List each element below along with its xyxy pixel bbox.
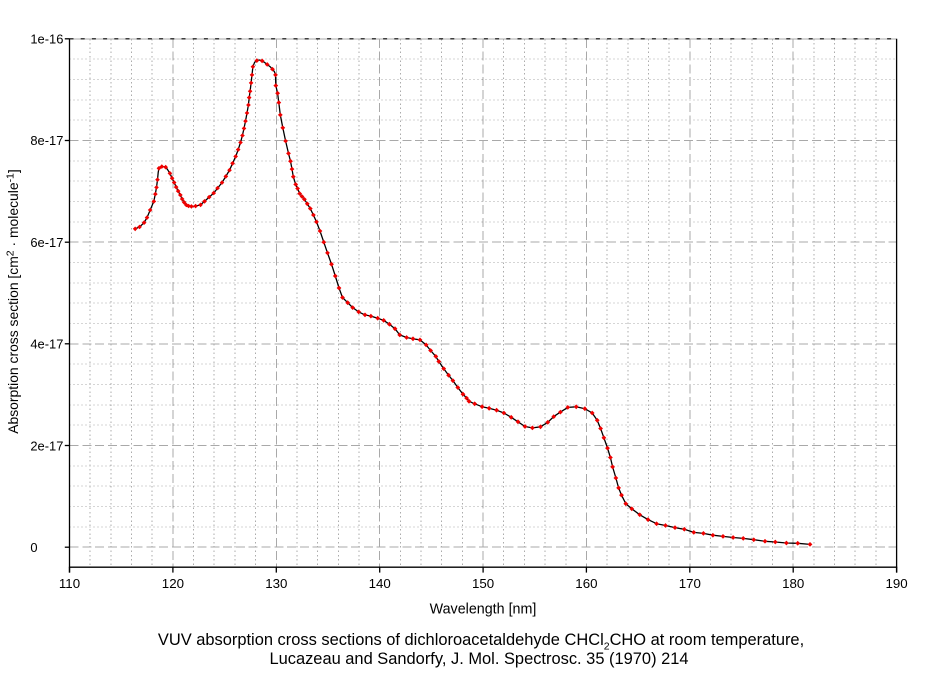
svg-text:150: 150 (472, 576, 494, 591)
svg-text:180: 180 (782, 576, 804, 591)
svg-text:110: 110 (59, 576, 80, 591)
svg-text:130: 130 (265, 576, 287, 591)
svg-text:140: 140 (369, 576, 391, 591)
svg-text:6e-17: 6e-17 (30, 235, 63, 250)
svg-text:0: 0 (30, 540, 37, 555)
svg-text:120: 120 (162, 576, 184, 591)
svg-text:Absorption cross section [cm2: Absorption cross section [cm2 · molecule… (4, 169, 21, 434)
svg-text:Lucazeau and Sandorfy, J. Mol.: Lucazeau and Sandorfy, J. Mol. Spectrosc… (269, 650, 688, 668)
svg-text:Wavelength [nm]: Wavelength [nm] (430, 602, 537, 618)
svg-text:2e-17: 2e-17 (30, 438, 63, 453)
svg-text:170: 170 (679, 576, 701, 591)
svg-text:1e-16: 1e-16 (30, 32, 63, 47)
svg-text:VUV absorption cross sections: VUV absorption cross sections of dichlor… (158, 631, 804, 653)
svg-text:190: 190 (886, 576, 908, 591)
svg-text:8e-17: 8e-17 (30, 133, 63, 148)
svg-text:4e-17: 4e-17 (30, 337, 63, 352)
svg-text:160: 160 (575, 576, 597, 591)
